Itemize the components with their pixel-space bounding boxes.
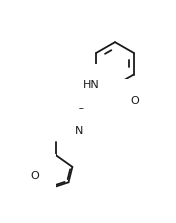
Text: O: O: [31, 171, 40, 181]
Text: N: N: [75, 126, 84, 136]
Text: O: O: [77, 108, 85, 118]
Text: O: O: [131, 96, 140, 106]
Text: HN: HN: [83, 80, 100, 90]
